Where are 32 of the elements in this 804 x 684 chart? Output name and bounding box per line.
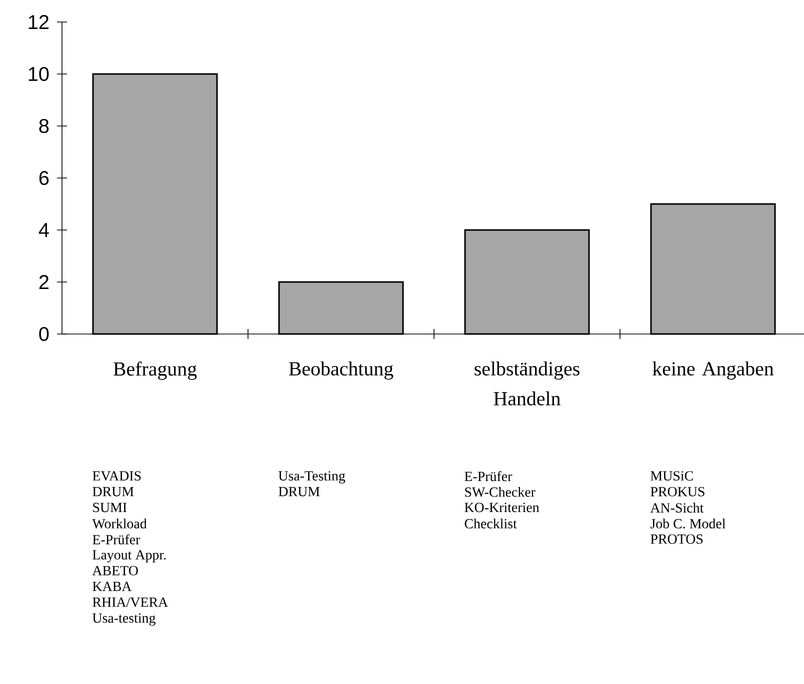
- text: SW-Checker: [465, 486, 536, 497]
- x-tick-label: selbständiges Handeln: [474, 362, 580, 406]
- y-tick-label: 4: [38, 223, 49, 237]
- text: Workload: [92, 518, 147, 528]
- y-tick-label: 10: [28, 66, 49, 82]
- text: SUMI: [93, 502, 127, 512]
- text: ABETO: [92, 566, 138, 576]
- text: DRUM: [92, 486, 134, 496]
- y-tick-label: 0: [39, 326, 49, 342]
- text: PROKUS: [650, 486, 704, 496]
- text: Usa-testing: [92, 613, 156, 626]
- y-tick-label: 2: [39, 275, 48, 289]
- text: Usa-Testing: [278, 471, 346, 484]
- text: PROTOS: [650, 534, 703, 544]
- y-tick-label: 8: [39, 118, 49, 134]
- x-tick-label: keine Angaben: [652, 362, 774, 380]
- text: Layout Appr.: [92, 550, 166, 562]
- text: E-Prüfer: [464, 471, 512, 482]
- y-tick-label: 12: [28, 15, 48, 29]
- text: RHIA/VERA: [92, 598, 168, 608]
- text: E-Prüfer: [92, 534, 140, 544]
- x-tick-label: Beobachtung: [289, 362, 394, 380]
- y-tick-label: 6: [39, 170, 49, 186]
- text: AN-Sicht: [650, 502, 704, 513]
- text: MUSiC: [650, 471, 693, 481]
- text: Checklist: [464, 518, 517, 528]
- x-tick-label: Befragung: [114, 362, 197, 380]
- text: Job C. Model: [650, 518, 726, 528]
- text: EVADIS: [92, 471, 141, 481]
- text: KABA: [92, 582, 132, 592]
- text: KO-Kriterien: [464, 502, 540, 512]
- text: DRUM: [278, 486, 320, 496]
